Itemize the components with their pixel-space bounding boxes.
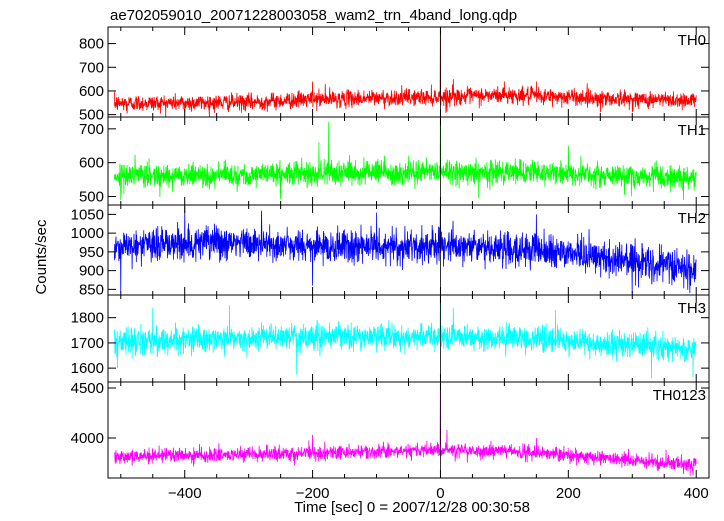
y-tick-label: 4500: [71, 380, 104, 397]
series-line-th0: [113, 29, 697, 118]
series-line-th0123: [114, 383, 697, 476]
panel-label-th0123: TH0123: [653, 387, 706, 404]
y-tick-label: 4000: [71, 430, 104, 447]
panel-label-th2: TH2: [678, 210, 706, 227]
y-tick-label: 600: [79, 155, 104, 172]
y-tick-label: 850: [79, 281, 104, 298]
x-tick-label: −400: [168, 485, 202, 502]
x-axis-label: Time [sec] 0 = 2007/12/28 00:30:58: [294, 499, 530, 516]
panel-label-th3: TH3: [678, 300, 706, 317]
y-tick-label: 500: [79, 189, 104, 206]
panel-frame: [107, 381, 710, 479]
panel-label-th1: TH1: [678, 122, 706, 139]
y-tick-label: 950: [79, 244, 104, 261]
y-tick-label: 500: [79, 107, 104, 124]
y-tick-label: 700: [79, 59, 104, 76]
panel-th1: 500 600 700 TH1: [79, 116, 710, 206]
y-axis-label: Counts/sec: [33, 219, 50, 295]
y-tick-label: 900: [79, 263, 104, 280]
series-line-th2: [113, 206, 697, 294]
series-line-th1: [113, 120, 697, 200]
y-tick-label: 1800: [71, 310, 104, 327]
y-tick-label: 1000: [71, 225, 104, 242]
panel-th0: 500 600 700 800 TH0: [79, 26, 710, 124]
panel-th3: 1600 1700 1800 TH3: [71, 294, 710, 383]
y-tick-label: 1050: [71, 206, 104, 223]
x-tick-label: −200: [296, 485, 330, 502]
y-tick-label: 1600: [71, 360, 104, 377]
x-tick-label: 0: [436, 485, 444, 502]
x-tick-label: 200: [556, 485, 581, 502]
y-tick-label: 600: [79, 83, 104, 100]
series-line-th3: [113, 297, 697, 379]
panel-label-th0: TH0: [678, 32, 706, 49]
panel-th0123: 4000 4500 TH0123: [71, 380, 710, 479]
y-tick-label: 800: [79, 36, 104, 53]
y-tick-label: 700: [79, 121, 104, 138]
chart-title: ae702059010_20071228003058_wam2_trn_4ban…: [110, 7, 517, 24]
y-tick-label: 1700: [71, 335, 104, 352]
x-tick-label: 400: [684, 485, 709, 502]
